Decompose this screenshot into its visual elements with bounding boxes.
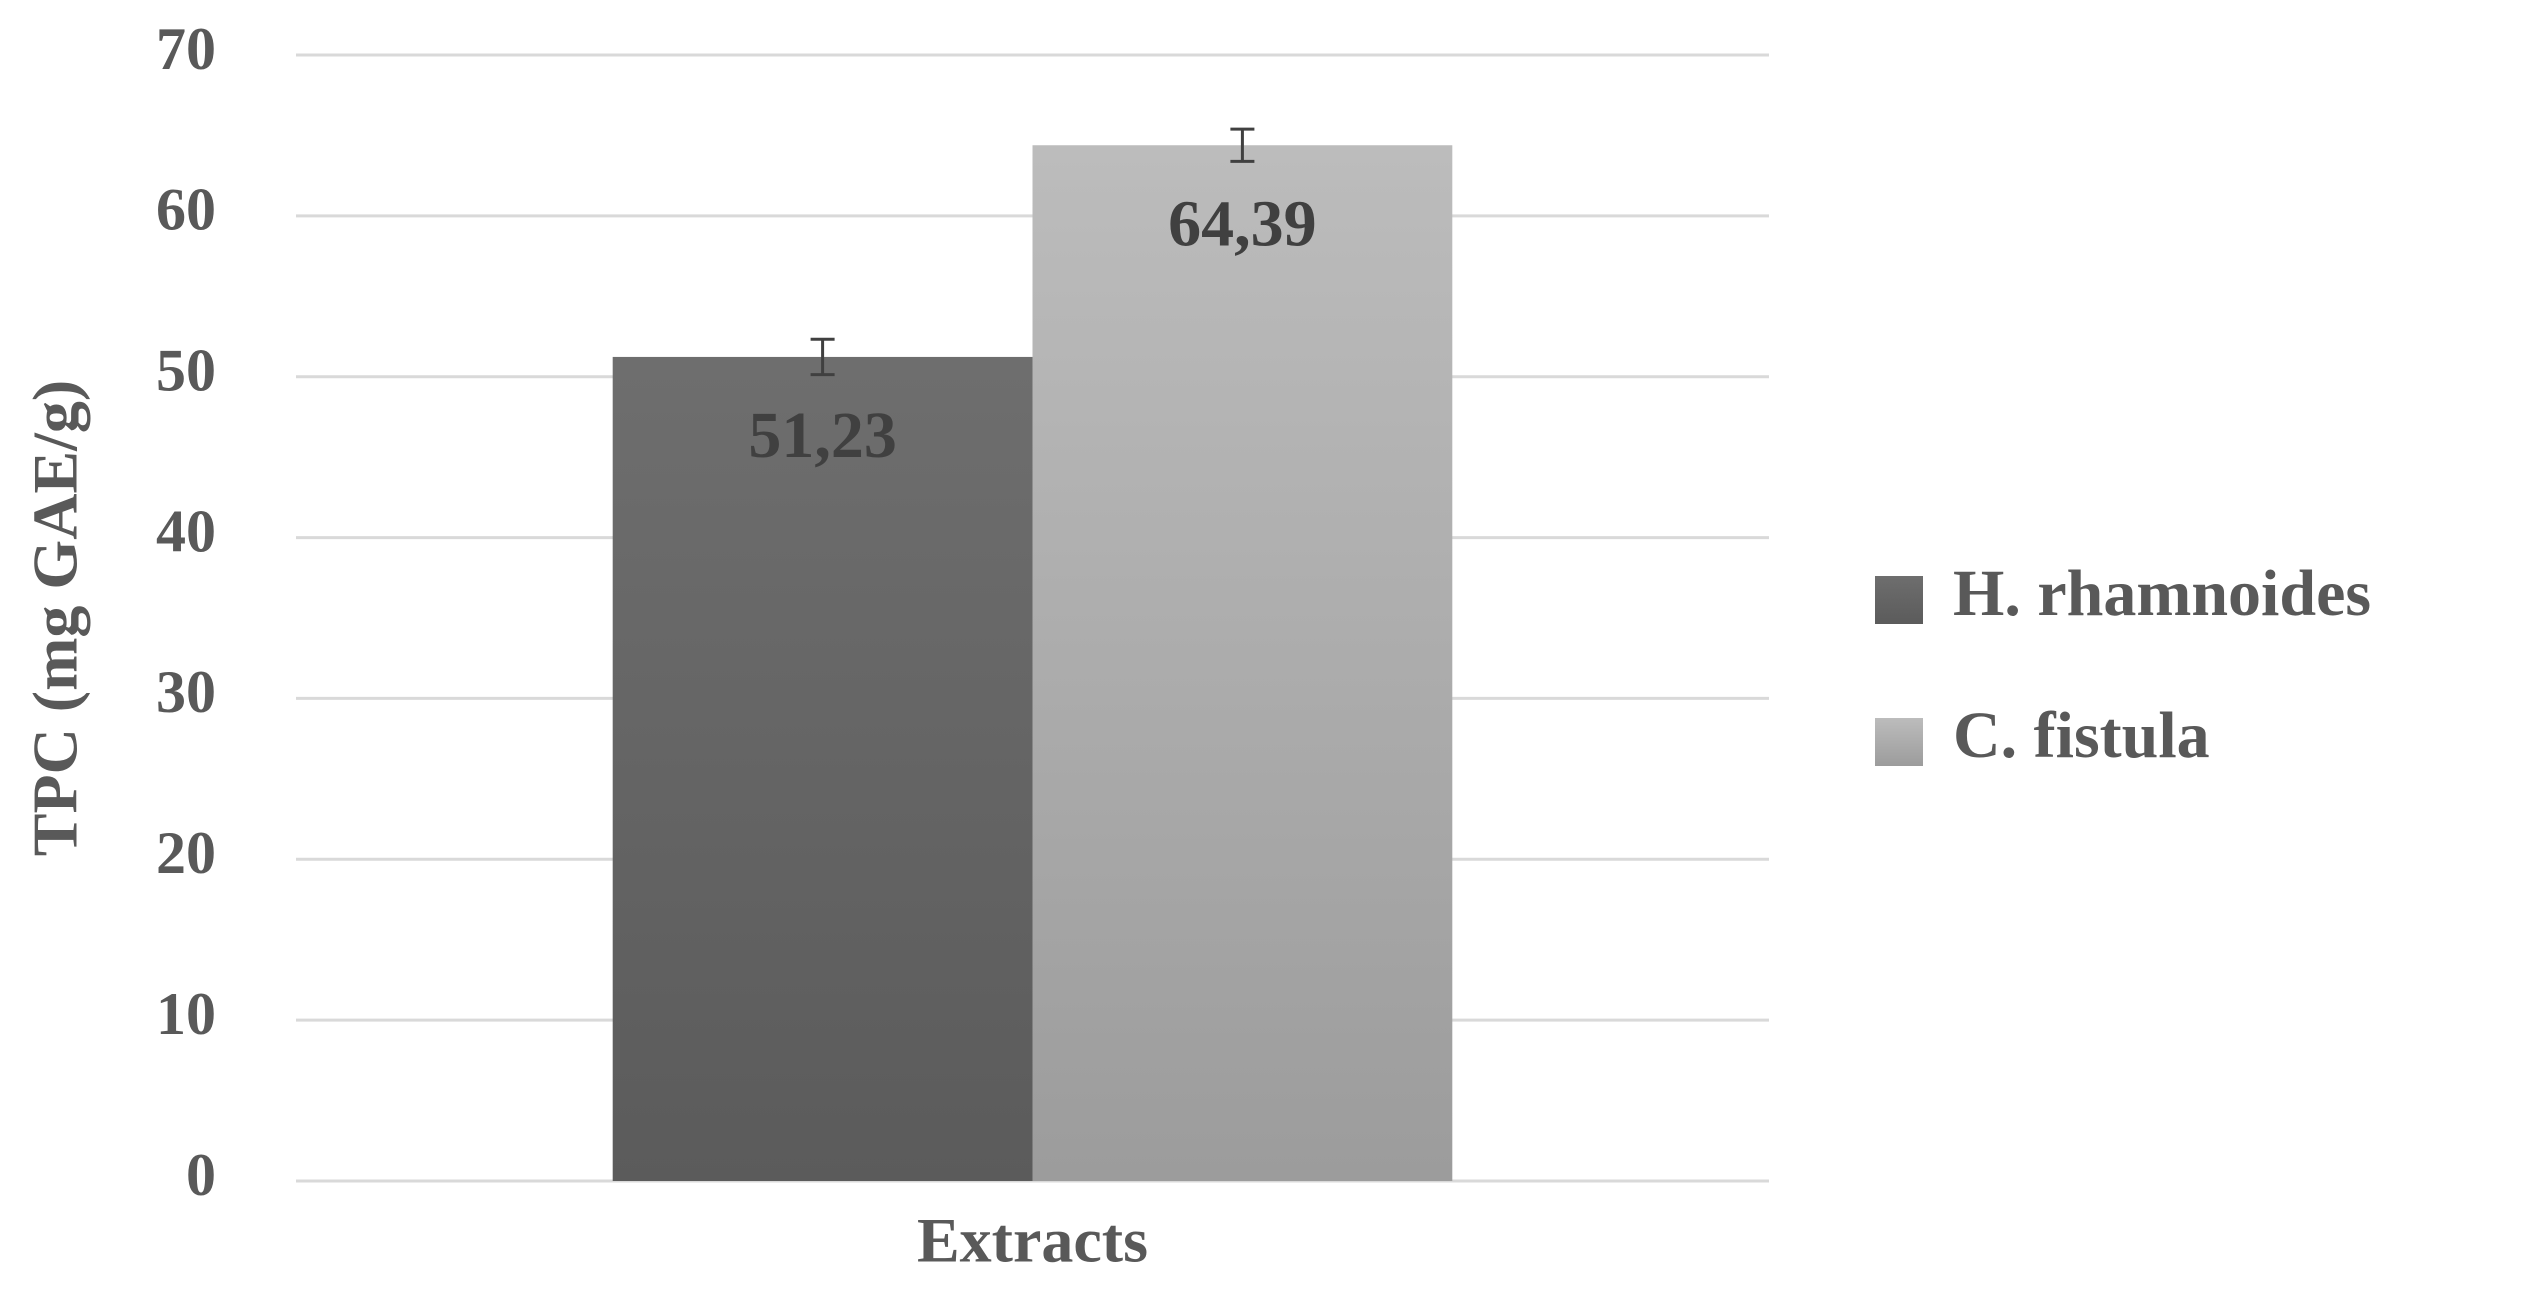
y-tick-label: 40 (156, 498, 216, 564)
bar (1032, 145, 1453, 1182)
data-label: 64,39 (1168, 187, 1317, 260)
bar (612, 356, 1033, 1182)
legend-label: H. rhamnoides (1953, 557, 2371, 630)
legend-swatch (1875, 576, 1923, 624)
y-axis-title: TPC (mg GAE/g) (20, 380, 91, 856)
y-tick-label: 60 (156, 177, 216, 243)
y-tick-label: 70 (156, 16, 216, 82)
legend-swatch (1875, 718, 1923, 766)
legend-label: C. fistula (1953, 699, 2210, 772)
y-tick-label: 10 (156, 981, 216, 1047)
y-tick-label: 50 (156, 337, 216, 403)
x-axis-label: Extracts (917, 1205, 1148, 1276)
error-bar (810, 337, 835, 377)
data-label: 51,23 (748, 399, 897, 472)
y-tick-label: 30 (156, 659, 216, 725)
y-tick-label: 0 (186, 1142, 216, 1208)
y-tick-label: 20 (156, 820, 216, 886)
error-bar (1230, 127, 1255, 163)
